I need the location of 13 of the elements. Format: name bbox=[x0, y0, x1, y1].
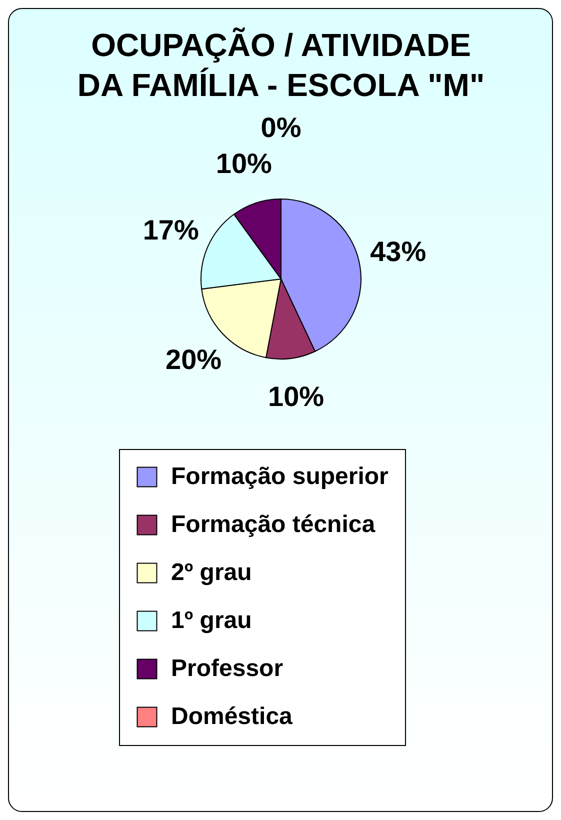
legend-label: 2º grau bbox=[171, 559, 252, 586]
legend-label: 1º grau bbox=[171, 607, 252, 634]
legend-label: Formação superior bbox=[171, 463, 388, 490]
data-label: 17% bbox=[142, 214, 199, 246]
legend-label: Formação técnica bbox=[171, 511, 376, 538]
legend-label: Doméstica bbox=[171, 703, 294, 730]
data-label: 20% bbox=[166, 344, 222, 376]
data-label: 10% bbox=[268, 381, 324, 412]
text: 0% bbox=[260, 112, 302, 143]
data-label: 10% bbox=[216, 148, 272, 179]
chart-title: OCUPAÇÃO / ATIVIDADE DA FAMÍLIA - ESCOLA "M" bbox=[77, 27, 485, 103]
data-label: 43% bbox=[370, 236, 426, 267]
legend-label: Professor bbox=[171, 655, 284, 682]
